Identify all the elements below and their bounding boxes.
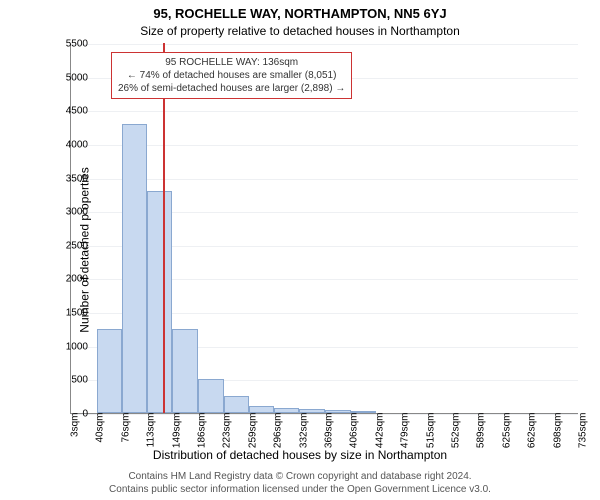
chart-subtitle: Size of property relative to detached ho… [0,24,600,38]
histogram-bar [224,396,249,413]
y-tick-label: 3500 [38,173,88,184]
annotation-property-size: 95 ROCHELLE WAY: 136sqm [118,56,345,69]
histogram-bar [122,124,148,413]
footer-copyright-2: Contains public sector information licen… [0,484,600,495]
x-tick-label: 40sqm [95,413,106,443]
annotation-box: 95 ROCHELLE WAY: 136sqm ← 74% of detache… [111,52,352,99]
y-tick-label: 5500 [38,39,88,50]
y-tick-label: 4000 [38,139,88,150]
y-tick-label: 3000 [38,207,88,218]
x-tick-label: 698sqm [552,413,563,449]
x-tick-label: 332sqm [298,413,309,449]
x-tick-label: 479sqm [400,413,411,449]
y-tick-label: 0 [38,409,88,420]
chart-main-title: 95, ROCHELLE WAY, NORTHAMPTON, NN5 6YJ [0,6,600,21]
x-axis-label: Distribution of detached houses by size … [0,448,600,462]
x-tick-label: 223sqm [222,413,233,449]
x-tick-label: 735sqm [578,413,589,449]
gridline [71,111,578,112]
y-tick-label: 2000 [38,274,88,285]
annotation-smaller-pct: ← 74% of detached houses are smaller (8,… [118,69,345,82]
plot-area: 3sqm40sqm76sqm113sqm149sqm186sqm223sqm25… [70,44,578,414]
y-tick-label: 2500 [38,240,88,251]
y-tick-label: 1500 [38,308,88,319]
x-tick-label: 259sqm [247,413,258,449]
footer-copyright-1: Contains HM Land Registry data © Crown c… [0,471,600,482]
x-tick-label: 296sqm [273,413,284,449]
y-tick-label: 500 [38,375,88,386]
x-tick-label: 589sqm [476,413,487,449]
x-tick-label: 406sqm [349,413,360,449]
x-tick-label: 369sqm [324,413,335,449]
x-tick-label: 662sqm [527,413,538,449]
y-tick-label: 1000 [38,341,88,352]
x-tick-label: 625sqm [501,413,512,449]
histogram-bar [198,379,224,413]
x-tick-label: 515sqm [425,413,436,449]
property-size-chart: 95, ROCHELLE WAY, NORTHAMPTON, NN5 6YJ S… [0,0,600,500]
histogram-bar [147,191,172,413]
x-tick-label: 186sqm [197,413,208,449]
histogram-bar [97,329,122,413]
x-tick-label: 113sqm [146,413,157,448]
x-tick-label: 552sqm [451,413,462,449]
annotation-larger-pct: 26% of semi-detached houses are larger (… [118,82,345,95]
x-tick-label: 442sqm [374,413,385,449]
histogram-bar [172,329,198,413]
y-tick-label: 4500 [38,106,88,117]
gridline [71,44,578,45]
x-tick-label: 76sqm [120,413,131,443]
y-tick-label: 5000 [38,72,88,83]
x-tick-label: 149sqm [171,413,182,449]
